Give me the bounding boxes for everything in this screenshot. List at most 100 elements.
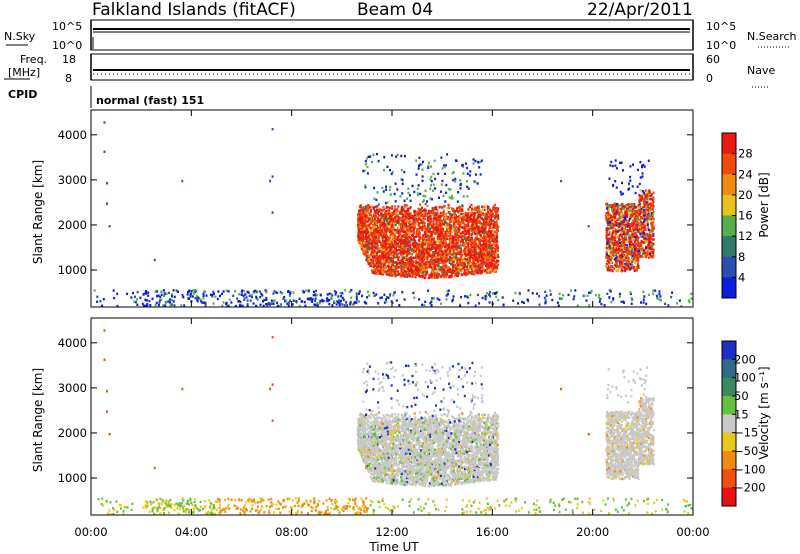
echo-sparse-cell [420, 163, 423, 166]
echo-cell [445, 235, 448, 239]
echo-cell [395, 266, 398, 269]
ground-scatter-cell [259, 290, 262, 293]
ground-scatter-cell [191, 295, 194, 298]
ground-scatter-cell [283, 296, 286, 299]
echo-cell [382, 257, 385, 261]
ground-scatter-cell [194, 290, 197, 294]
echo-cell [492, 219, 495, 222]
ground-scatter-cell [264, 289, 267, 292]
ground-scatter-cell [199, 298, 202, 301]
echo-sparse-cell [381, 186, 384, 190]
echo-cell [470, 217, 473, 221]
echo-sparse-cell [429, 197, 432, 200]
echo-cell [378, 218, 381, 221]
echo-cell [372, 225, 374, 228]
echo-cell [435, 225, 438, 229]
echo-sparse-cell [474, 159, 477, 163]
echo-cell [401, 205, 404, 209]
ground-scatter-cell [243, 296, 246, 299]
echo-cell [459, 244, 462, 247]
echo-cell [361, 238, 364, 242]
echo-cell [408, 213, 411, 216]
ground-scatter-cell [570, 289, 572, 292]
echo-cell [392, 251, 395, 254]
echo-cell [453, 212, 456, 215]
echo-cell [419, 253, 422, 256]
echo-cell [373, 226, 375, 229]
echo-cell [433, 262, 436, 265]
echo-cell [489, 252, 492, 255]
echo-cell [462, 263, 465, 267]
echo-cell [488, 217, 491, 221]
echo-cell [465, 254, 468, 257]
ground-scatter-cell [690, 297, 693, 300]
echo-cell [397, 257, 400, 260]
echo-cell [409, 275, 412, 278]
echo-cell [422, 215, 425, 218]
echo-cell [356, 218, 359, 221]
echo-cell [428, 230, 431, 233]
echo-cell [426, 219, 429, 222]
echo-cell [404, 253, 407, 256]
echo-cell [447, 215, 450, 219]
ground-scatter-cell [303, 291, 305, 294]
echo-cell [460, 222, 463, 225]
echo-cell [474, 249, 477, 252]
echo-cell [395, 256, 397, 259]
ground-scatter-cell [272, 300, 275, 303]
echo-cell [369, 263, 372, 266]
echo-cell [463, 226, 466, 229]
echo-cell [483, 243, 486, 246]
echo-cell [496, 210, 499, 213]
echo-cell [378, 208, 381, 211]
echo-cell [473, 214, 476, 217]
echo-cell [397, 266, 399, 269]
ground-scatter-cell [167, 300, 170, 303]
ground-scatter-cell [252, 302, 255, 305]
echo-cell [454, 273, 457, 276]
echo-cell [443, 260, 446, 263]
echo-cell [433, 266, 436, 269]
echo-cell [357, 232, 360, 235]
echo-cell [449, 233, 452, 237]
ground-scatter-cell [303, 300, 306, 304]
echo-sparse-cell [429, 187, 432, 190]
echo-cell [433, 267, 436, 271]
echo-cell [497, 229, 500, 232]
echo-cell [418, 238, 420, 242]
echo-cell [494, 238, 497, 241]
echo-cell [405, 227, 408, 230]
echo-cell [464, 259, 466, 263]
ground-scatter-cell [588, 304, 591, 307]
echo-cell [467, 213, 469, 217]
echo-cell [462, 239, 464, 242]
echo-cell [394, 269, 397, 272]
echo-cell [464, 230, 467, 233]
echo-cell [428, 240, 431, 244]
echo-sparse-cell [406, 197, 409, 200]
echo-cell [370, 269, 373, 272]
ground-scatter-cell [222, 301, 225, 304]
echo-cell [416, 263, 419, 266]
echo-cell [489, 253, 492, 256]
echo-cell [433, 237, 435, 240]
echo-cell [376, 205, 379, 208]
echo-cell [445, 221, 448, 224]
echo-cell [373, 236, 376, 240]
echo-cell [371, 242, 374, 245]
echo-sparse-cell [459, 179, 462, 182]
ground-scatter-cell [460, 295, 463, 299]
echo-cell [473, 271, 476, 275]
ground-scatter-cell [337, 295, 340, 298]
echo-cell [448, 235, 451, 238]
echo-cell [464, 241, 467, 244]
echo-cell [437, 254, 440, 257]
ground-scatter-cell [255, 295, 258, 299]
echo-cell [454, 229, 457, 233]
echo-cell [411, 242, 414, 245]
echo-cell [409, 260, 412, 263]
echo-cell [470, 237, 473, 240]
echo-cell [381, 231, 384, 235]
echo-cell [434, 217, 437, 220]
echo-cell [370, 258, 372, 262]
